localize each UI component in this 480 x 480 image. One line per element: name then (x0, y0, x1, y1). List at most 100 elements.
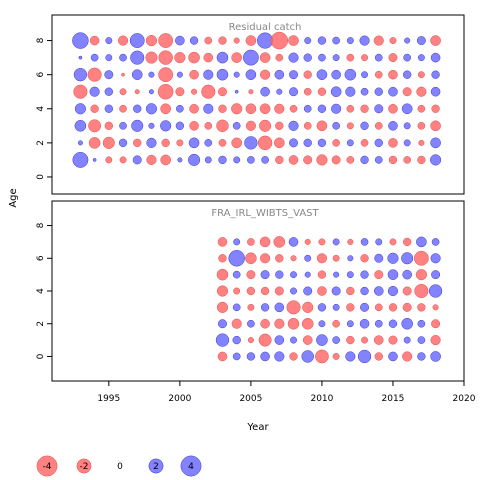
bubble-1993-age-3 (74, 120, 87, 132)
bubble-1999-age-2 (161, 138, 170, 148)
bubble-2007-age-7 (273, 236, 286, 248)
bubble-2005-age-0 (246, 352, 256, 361)
bubble-2015-age-4 (388, 103, 398, 114)
bubble-2017-age-8 (416, 36, 426, 46)
bubble-1996-age-8 (117, 35, 129, 46)
bubble-2006-age-4 (260, 286, 270, 296)
bubble-2010-age-1 (316, 334, 328, 346)
bubble-2018-age-4 (431, 104, 440, 113)
bubble-2007-age-6 (274, 69, 285, 80)
bubble-2012-age-8 (346, 37, 354, 45)
x-tick-label: 2010 (310, 394, 333, 404)
bubble-2018-age-0 (430, 351, 441, 362)
bubble-2014-age-4 (373, 286, 384, 296)
bubble-2006-age-5 (260, 86, 270, 97)
bubble-1996-age-6 (121, 72, 125, 77)
bubble-1999-age-5 (157, 83, 174, 100)
bubble-2010-age-2 (318, 320, 326, 328)
bubble-2016-age-5 (402, 87, 412, 97)
bubble-1994-age-6 (87, 67, 102, 82)
bubble-1995-age-7 (105, 54, 113, 62)
bubble-2013-age-4 (360, 286, 369, 296)
bubble-2001-age-2 (188, 137, 200, 149)
bubble-2014-age-6 (374, 70, 383, 79)
bubble-2014-age-3 (374, 121, 383, 130)
bubble-2016-age-4 (401, 103, 413, 115)
bubble-2015-age-8 (389, 37, 397, 45)
bubble-2014-age-1 (373, 335, 384, 345)
bubble-2003-age-4 (218, 104, 227, 113)
y-tick-label: 2 (36, 140, 46, 146)
bubble-2018-age-8 (430, 35, 441, 46)
bubble-2017-age-5 (416, 86, 427, 97)
bubble-1998-age-4 (145, 103, 158, 115)
bubble-1993-age-5 (73, 84, 88, 99)
bubble-2016-age-6 (403, 70, 412, 79)
bubble-2010-age-7 (318, 53, 326, 62)
bubble-2005-age-6 (245, 69, 257, 80)
bubble-2009-age-3 (303, 121, 312, 130)
bubble-1993-age-1 (72, 151, 89, 168)
bubble-2016-age-2 (403, 139, 411, 147)
bubble-2001-age-5 (191, 88, 198, 95)
bubble-2014-age-6 (374, 253, 384, 263)
bubble-1997-age-5 (134, 89, 140, 95)
bubble-2009-age-3 (302, 301, 314, 313)
bubble-2009-age-6 (304, 254, 312, 262)
bubble-2016-age-3 (403, 122, 411, 130)
bubble-2003-age-6 (218, 254, 227, 263)
bubble-2017-age-2 (418, 139, 425, 146)
bubble-1993-age-2 (77, 140, 83, 146)
bubble-2010-age-4 (317, 286, 327, 296)
bubble-2008-age-3 (286, 300, 301, 315)
bubble-2005-age-4 (245, 103, 257, 115)
bubble-2005-age-3 (247, 303, 255, 311)
bubble-2003-age-0 (217, 351, 228, 362)
bubble-2008-age-7 (288, 52, 299, 63)
bubble-2007-age-1 (274, 335, 285, 345)
bubble-2018-age-6 (431, 70, 440, 79)
bubble-2008-age-7 (288, 237, 299, 247)
bubble-series-residual-catch (72, 31, 442, 168)
bubble-2008-age-4 (290, 287, 297, 295)
bubble-1994-age-7 (90, 53, 99, 62)
bubble-2004-age-0 (232, 352, 241, 361)
bubble-2007-age-1 (275, 155, 284, 165)
bubble-2007-age-2 (274, 318, 285, 329)
bubble-2016-age-0 (402, 351, 413, 362)
bubble-2017-age-3 (417, 303, 426, 312)
bubble-2012-age-6 (344, 68, 357, 81)
bubble-2015-age-5 (387, 269, 399, 280)
bubble-2016-age-5 (402, 269, 412, 280)
bubble-1995-age-1 (105, 156, 113, 164)
bubble-1995-age-8 (105, 37, 113, 45)
bubble-1997-age-6 (131, 69, 143, 80)
x-tick-label: 2020 (453, 394, 476, 404)
bubble-2004-age-3 (232, 121, 241, 130)
bubble-2015-age-0 (388, 351, 398, 362)
y-tick-label: 8 (36, 222, 46, 228)
bubble-2017-age-2 (417, 319, 426, 328)
bubble-2001-age-4 (189, 103, 199, 114)
bubble-1998-age-1 (146, 154, 157, 165)
bubble-1996-age-5 (119, 88, 127, 96)
y-tick-label: 0 (36, 353, 46, 359)
bubble-1995-age-6 (104, 70, 114, 80)
bubble-2004-age-3 (232, 303, 241, 312)
bubble-2010-age-6 (316, 69, 328, 80)
bubble-2006-age-1 (258, 333, 272, 347)
bubble-1998-age-3 (148, 122, 155, 129)
bubble-2014-age-0 (374, 352, 383, 361)
bubble-2009-age-8 (304, 37, 312, 45)
bubble-2017-age-1 (417, 336, 426, 344)
bubble-2016-age-6 (401, 252, 414, 265)
bubble-2014-age-1 (374, 156, 383, 164)
bubble-2007-age-5 (276, 88, 283, 95)
legend-bubble (180, 455, 202, 477)
bubble-2018-age-3 (430, 120, 441, 132)
panel-residual-catch: 0 2 4 6 8 Residual catch (36, 14, 465, 195)
bubble-2014-age-2 (374, 319, 383, 328)
bubble-2012-age-1 (346, 335, 355, 345)
bubble-2008-age-1 (290, 336, 297, 344)
